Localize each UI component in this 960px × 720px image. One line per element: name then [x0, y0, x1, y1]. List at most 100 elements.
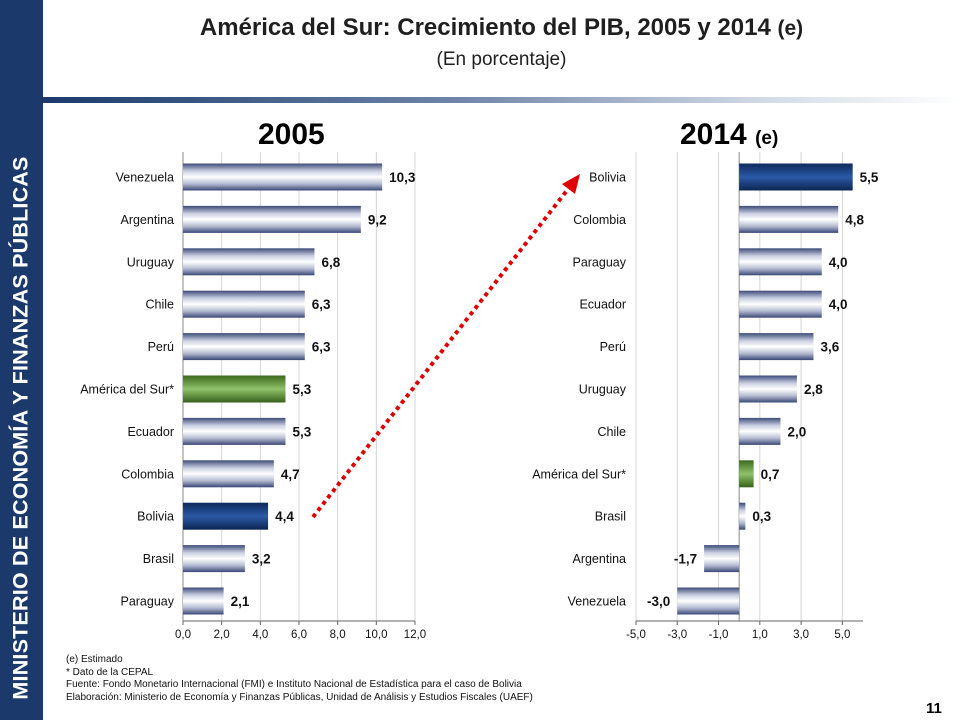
- category-label-america-del-sur: América del Sur*: [80, 383, 174, 397]
- bar-ecuador: [183, 417, 286, 445]
- page-title: América del Sur: Crecimiento del PIB, 20…: [43, 14, 960, 42]
- category-label-venezuela: Venezuela: [568, 595, 626, 609]
- bar-peru: [183, 333, 305, 361]
- chart-title-2014: 2014 (e): [680, 118, 778, 152]
- footnotes: (e) Estimado * Dato de la CEPAL Fuente: …: [66, 654, 533, 704]
- x-tick-label: 2,0: [214, 629, 230, 641]
- bar-brasil: [739, 502, 746, 530]
- footnote-source: Fuente: Fondo Monetario Internacional (F…: [66, 679, 522, 690]
- bar-brasil: [183, 545, 245, 573]
- x-tick-label: 3,0: [793, 629, 809, 641]
- bar-chile: [183, 290, 305, 318]
- footnote-estimate: (e) Estimado: [66, 654, 123, 665]
- value-label-america-del-sur: 0,7: [761, 467, 780, 482]
- x-tick-label: 6,0: [291, 629, 307, 641]
- chart-title-2014-text: 2014: [680, 118, 747, 151]
- value-label-brasil: 3,2: [252, 552, 271, 567]
- value-label-argentina: -1,7: [674, 552, 697, 567]
- chart-2014: -5,0 -3,0 -1,0 1,0 3,0 5,0 Bolivia 5,5 Colombia 4…: [532, 152, 879, 641]
- bar-uruguay: [183, 248, 315, 276]
- bar-bolivia: [183, 502, 269, 530]
- bar-chile: [739, 417, 781, 445]
- chart-title-2014-suffix: (e): [755, 128, 779, 149]
- value-label-chile: 6,3: [312, 297, 331, 312]
- bar-venezuela: [183, 163, 383, 191]
- trend-arrow-head: [562, 174, 580, 194]
- category-label-venezuela: Venezuela: [116, 171, 174, 185]
- value-label-paraguay: 2,1: [231, 594, 250, 609]
- value-label-paraguay: 4,0: [829, 255, 848, 270]
- category-label-peru: Perú: [148, 340, 174, 354]
- category-label-brasil: Brasil: [143, 552, 174, 566]
- category-label-bolivia: Bolivia: [137, 510, 174, 524]
- title-suffix: (e): [777, 17, 804, 40]
- chart-title-2005: 2005: [258, 118, 325, 152]
- category-label-america-del-sur: América del Sur*: [532, 467, 626, 481]
- x-tick-label: 0,0: [175, 629, 191, 641]
- header-divider: [43, 97, 960, 103]
- value-label-ecuador: 4,0: [829, 297, 848, 312]
- bar-bolivia: [739, 163, 853, 191]
- x-tick-label: 5,0: [834, 629, 850, 641]
- bar-ecuador: [739, 290, 822, 318]
- x-tick-label: -3,0: [667, 629, 687, 641]
- bar-colombia: [183, 460, 274, 488]
- trend-arrow-line: [311, 182, 574, 519]
- x-tick-label: 8,0: [330, 629, 346, 641]
- bar-america-del-sur: [183, 375, 286, 403]
- value-label-chile: 2,0: [787, 424, 806, 439]
- category-label-colombia: Colombia: [573, 213, 626, 227]
- title-main: América del Sur: Crecimiento del PIB, 20…: [199, 14, 771, 41]
- value-label-bolivia: 4,4: [275, 509, 294, 524]
- category-label-brasil: Brasil: [595, 510, 626, 524]
- value-label-uruguay: 6,8: [321, 255, 340, 270]
- category-label-argentina: Argentina: [120, 213, 174, 227]
- trend-arrow: [311, 174, 580, 519]
- value-label-brasil: 0,3: [752, 509, 771, 524]
- sidebar-band: MINISTERIO DE ECONOMÍA Y FINANZAS PÚBLIC…: [0, 0, 43, 720]
- value-label-uruguay: 2,8: [804, 382, 823, 397]
- category-label-paraguay: Paraguay: [120, 595, 174, 609]
- value-label-colombia: 4,7: [281, 467, 300, 482]
- footnote-cepal: * Dato de la CEPAL: [66, 666, 154, 678]
- x-tick-label: -1,0: [709, 629, 729, 641]
- value-label-peru: 3,6: [820, 340, 839, 355]
- value-label-ecuador: 5,3: [292, 424, 311, 439]
- bar-uruguay: [739, 375, 797, 403]
- page-subtitle: (En porcentaje): [436, 49, 567, 70]
- value-label-colombia: 4,8: [845, 212, 864, 227]
- value-label-venezuela: 10,3: [389, 170, 416, 185]
- bar-venezuela: [677, 587, 740, 615]
- page-number: 11: [926, 700, 942, 717]
- x-tick-label: 4,0: [252, 629, 268, 641]
- category-label-ecuador: Ecuador: [127, 425, 174, 439]
- bar-paraguay: [739, 248, 822, 276]
- category-label-chile: Chile: [146, 298, 175, 312]
- value-label-argentina: 9,2: [368, 212, 387, 227]
- x-tick-label: -5,0: [626, 629, 646, 641]
- category-label-uruguay: Uruguay: [127, 255, 175, 269]
- bar-peru: [739, 333, 814, 361]
- category-label-ecuador: Ecuador: [579, 298, 626, 312]
- bar-america-del-sur: [739, 460, 754, 488]
- bar-argentina: [183, 205, 361, 233]
- value-label-venezuela: -3,0: [647, 594, 670, 609]
- value-label-america-del-sur: 5,3: [292, 382, 311, 397]
- category-label-uruguay: Uruguay: [579, 383, 627, 397]
- category-label-argentina: Argentina: [572, 552, 626, 566]
- footnote-elaboration: Elaboración: Ministerio de Economía y Fi…: [66, 691, 533, 703]
- x-tick-label: 10,0: [365, 629, 387, 641]
- category-label-bolivia: Bolivia: [589, 171, 626, 185]
- x-tick-label: 1,0: [752, 629, 768, 641]
- value-label-peru: 6,3: [312, 340, 331, 355]
- value-label-bolivia: 5,5: [860, 170, 879, 185]
- chart-2005: 0,0 2,0 4,0 6,0 8,0 10,0 12,0 Venezuela 10,3 Arge…: [80, 152, 426, 641]
- category-label-chile: Chile: [598, 425, 627, 439]
- category-label-peru: Perú: [600, 340, 626, 354]
- category-label-colombia: Colombia: [121, 467, 174, 481]
- bar-colombia: [739, 205, 839, 233]
- x-tick-label: 12,0: [404, 629, 426, 641]
- bar-argentina: [704, 545, 740, 573]
- chart-title-2005-text: 2005: [258, 118, 325, 151]
